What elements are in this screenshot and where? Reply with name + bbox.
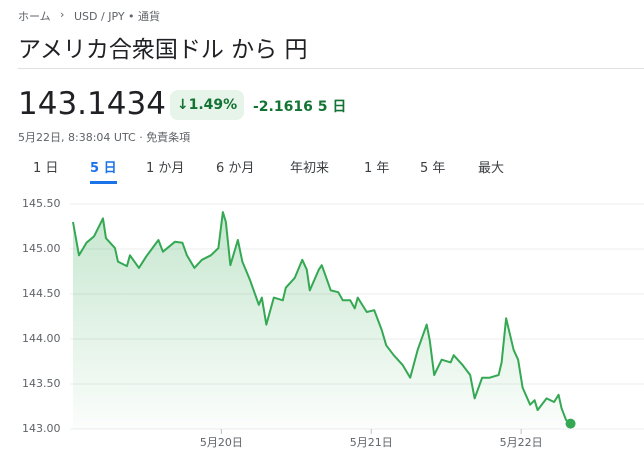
y-tick-label: 144.50: [22, 287, 61, 300]
last-point: [565, 418, 576, 429]
breadcrumb-home[interactable]: ホーム: [18, 10, 51, 23]
range-tab[interactable]: 5 年: [420, 161, 446, 176]
range-tab[interactable]: 1 日: [33, 161, 59, 176]
breadcrumb-current: USD / JPY • 通貨: [74, 10, 161, 23]
area: [72, 212, 571, 429]
line: [72, 211, 572, 425]
range-tab[interactable]: 年初来: [290, 161, 330, 176]
y-tick-label: 143.00: [22, 422, 61, 435]
x-tick-label: 5月20日: [200, 436, 243, 449]
page-title: アメリカ合衆国ドル から 円: [18, 37, 308, 63]
down-arrow: ↓: [176, 97, 189, 113]
change-badge: ↓ 1.49%: [170, 90, 244, 120]
range-tab[interactable]: 1 か月: [146, 161, 185, 176]
range-tab[interactable]: 6 か月: [216, 161, 255, 176]
change-value: -2.1616: [253, 99, 313, 115]
timestamp-line: 5月22日, 8:38:04 UTC · 免責条項: [18, 129, 190, 145]
price: 143.1434: [18, 86, 166, 122]
y-tick-label: 143.50: [22, 377, 61, 390]
change-period: 5 日: [317, 99, 347, 115]
change: -2.1616 5 日: [253, 96, 346, 116]
change-percent: 1.49%: [188, 97, 238, 113]
range-tab[interactable]: 最大: [478, 161, 505, 176]
x-tick-label: 5月21日: [350, 436, 393, 449]
range-tab[interactable]: 5 日: [90, 157, 117, 184]
y-tick-label: 145.00: [22, 242, 61, 255]
y-tick-label: 145.50: [22, 197, 61, 210]
divider: [18, 68, 644, 69]
x-tick-label: 5月22日: [500, 436, 543, 449]
breadcrumb-separator: ›: [60, 8, 65, 21]
disclaimer-link[interactable]: 免責条項: [146, 131, 191, 144]
y-tick-label: 144.00: [22, 332, 61, 345]
timestamp: 5月22日, 8:38:04 UTC ·: [18, 131, 147, 144]
range-tab[interactable]: 1 年: [364, 161, 390, 176]
